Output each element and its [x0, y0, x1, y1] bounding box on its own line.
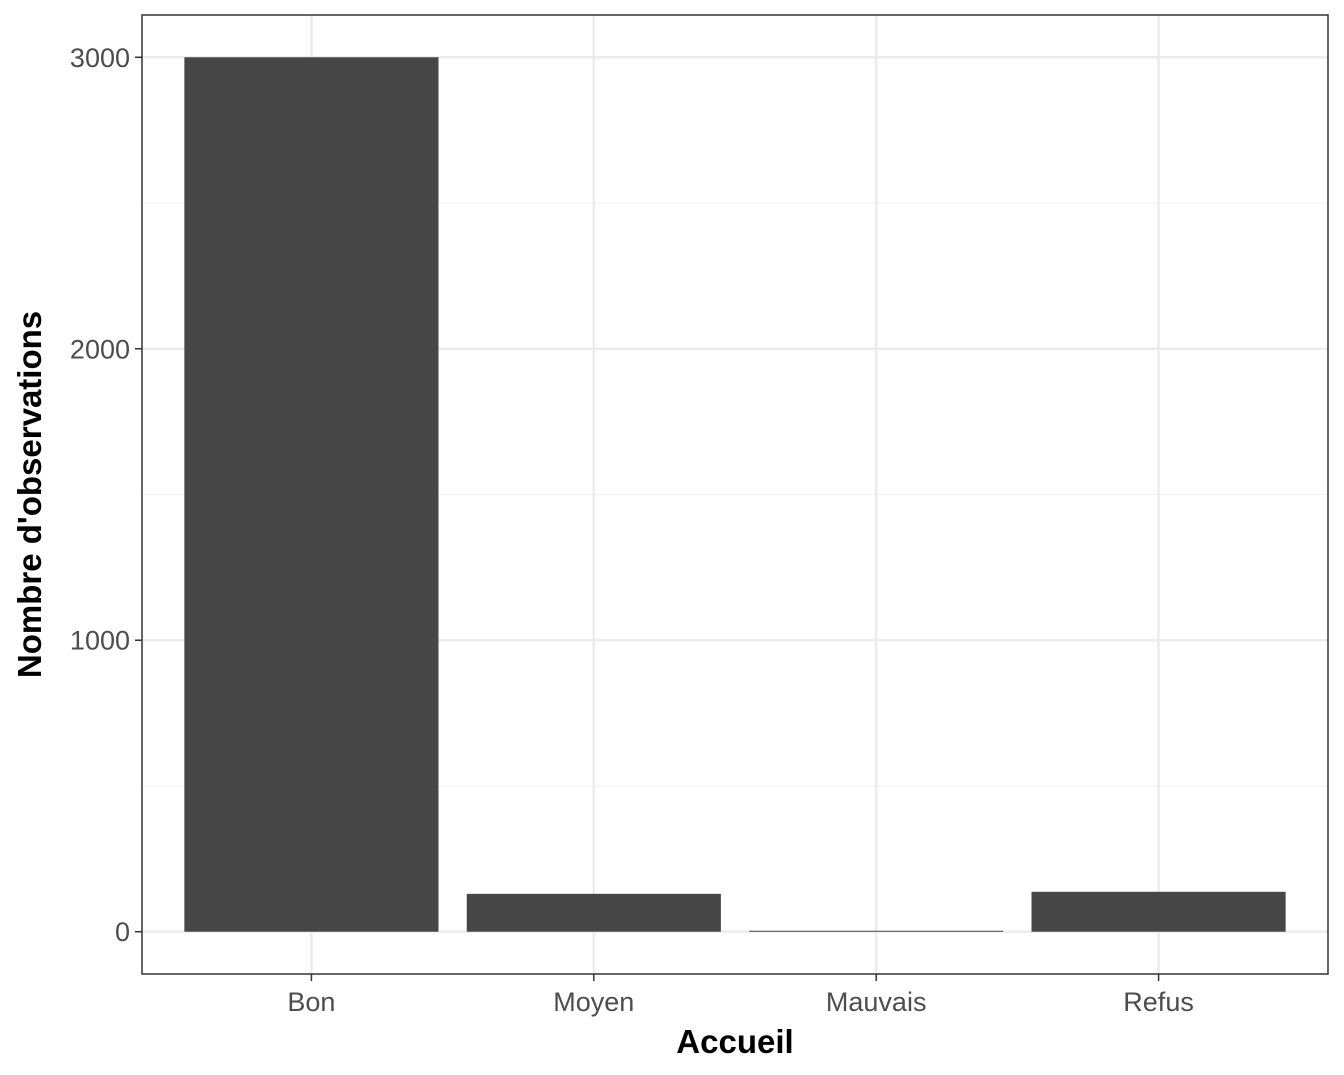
y-tick-label: 2000 [70, 334, 130, 364]
x-tick-label: Refus [1123, 987, 1194, 1017]
y-axis-ticks: 0 1000 2000 3000 [70, 43, 142, 947]
x-tick-label: Moyen [553, 987, 634, 1017]
y-tick-label: 3000 [70, 43, 130, 73]
bar-refus [1031, 891, 1286, 932]
x-tick-label: Mauvais [826, 987, 927, 1017]
panel-border [141, 14, 1329, 975]
bar-bon [184, 57, 439, 932]
x-axis-title: Accueil [676, 1023, 793, 1060]
x-axis-ticks: Bon Moyen Mauvais Refus [287, 974, 1194, 1017]
bar-moyen [466, 893, 721, 932]
bars [184, 57, 1286, 932]
y-tick-label: 0 [115, 917, 130, 947]
y-tick-label: 1000 [70, 626, 130, 656]
x-tick-label: Bon [287, 987, 335, 1017]
y-axis-title: Nombre d'observations [11, 311, 48, 678]
bar-mauvais [749, 930, 1004, 932]
